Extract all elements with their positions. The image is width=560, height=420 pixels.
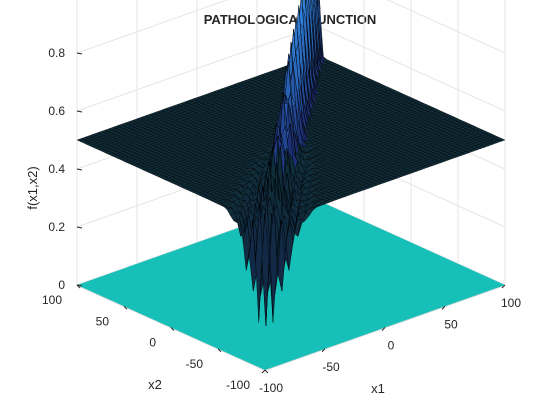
x1-tick-mark bbox=[381, 327, 386, 331]
x2-tick-mark bbox=[264, 369, 269, 374]
x2-tick-label: 100 bbox=[42, 293, 62, 307]
z-tick-mark bbox=[76, 110, 83, 113]
z-tick-label: 0.6 bbox=[48, 104, 65, 118]
z-tick-label: 1 bbox=[58, 0, 65, 2]
chart-title: PATHOLOGICAL FUNCTION bbox=[204, 12, 377, 27]
x1-tick-label: 50 bbox=[444, 317, 458, 331]
z-grid-line bbox=[76, 0, 506, 54]
x2-tick-label: 0 bbox=[149, 336, 156, 350]
z-tick-label: 0.2 bbox=[48, 220, 65, 234]
surface-patch bbox=[261, 214, 270, 327]
z-tick-mark bbox=[76, 168, 83, 171]
x1-tick-mark bbox=[261, 369, 266, 374]
f-axis-label: f(x1,x2) bbox=[25, 166, 40, 209]
z-tick-mark bbox=[76, 226, 83, 229]
x1-tick-label: -50 bbox=[322, 360, 340, 374]
x1-tick-label: -100 bbox=[259, 381, 283, 395]
z-tick-mark bbox=[76, 52, 83, 55]
x2-tick-label: -50 bbox=[186, 357, 204, 371]
x2-tick-mark bbox=[123, 305, 128, 310]
x2-tick-mark bbox=[76, 284, 81, 289]
x2-axis-label: x2 bbox=[148, 377, 162, 392]
x1-tick-mark bbox=[321, 348, 326, 353]
tick-layer: 0 0.2 0.4 0.6 0.8 1 -100 -50 0 50 100 -100 -50 0 50 100 bbox=[42, 0, 521, 395]
x1-tick-mark bbox=[501, 284, 506, 289]
x1-tick-label: 100 bbox=[501, 296, 521, 310]
x2-tick-mark bbox=[217, 348, 222, 353]
x2-tick-mark bbox=[170, 327, 175, 331]
x1-axis-label: x1 bbox=[371, 381, 385, 396]
z-tick-label: 0.8 bbox=[48, 46, 65, 60]
x2-tick-label: 50 bbox=[96, 314, 110, 328]
surface-layer bbox=[76, 0, 506, 327]
x1-tick-mark bbox=[441, 305, 446, 310]
x1-tick-label: 0 bbox=[388, 339, 395, 353]
contour-floor bbox=[77, 200, 505, 370]
x2-tick-label: -100 bbox=[226, 378, 250, 392]
z-tick-label: 0 bbox=[58, 278, 65, 292]
z-tick-label: 0.4 bbox=[48, 162, 65, 176]
